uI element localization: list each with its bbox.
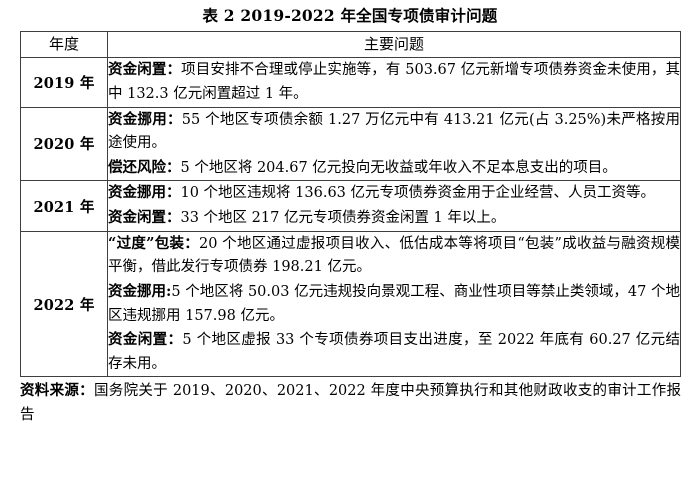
table-row: 2022 年 “过度”包装：20 个地区通过虚报项目收入、低估成本等将项目“包装… (20, 230, 681, 378)
issue-content: 资金闲置：项目安排不合理或停止实施等，有 503.67 亿元新增专项债券资金未使… (107, 57, 681, 108)
source-label: 资料来源： (20, 382, 94, 400)
issue-body-text: 5 个地区将 50.03 亿元违规投向景观工程、商业性项目等禁止类领域，47 个… (108, 283, 681, 324)
issue-lead-label: 资金挪用： (108, 184, 181, 202)
table-caption: 表 2 2019-2022 年全国专项债审计问题 (202, 6, 498, 25)
issue-body-text: 5 个地区将 204.67 亿元投向无收益或年收入不足本息支出的项目。 (180, 159, 617, 176)
issue-lead-label: 资金挪用： (108, 110, 182, 128)
source-text: 国务院关于 2019、2020、2021、2022 年度中央预算执行和其他财政收… (20, 383, 682, 423)
issue-paragraph: 资金闲置：33 个地区 217 亿元专项债券资金闲置 1 年以上。 (108, 206, 680, 231)
issue-paragraph: 偿还风险：5 个地区将 204.67 亿元投向无收益或年收入不足本息支出的项目。 (108, 156, 680, 181)
year-label: 2022 年 (20, 230, 108, 378)
year-label: 2019 年 (20, 57, 108, 108)
column-header-issue: 主要问题 (107, 31, 681, 59)
issue-paragraph: 资金挪用:5 个地区将 50.03 亿元违规投向景观工程、商业性项目等禁止类领域… (108, 280, 680, 328)
source-note: 资料来源：国务院关于 2019、2020、2021、2022 年度中央预算执行和… (20, 377, 681, 427)
table-body: 2019 年 资金闲置：项目安排不合理或停止实施等，有 503.67 亿元新增专… (20, 57, 681, 378)
column-header-year: 年度 (20, 31, 108, 59)
issue-paragraph: 资金挪用：10 个地区违规将 136.63 亿元专项债券资金用于企业经营、人员工… (108, 181, 680, 206)
table-row: 2021 年 资金挪用：10 个地区违规将 136.63 亿元专项债券资金用于企… (20, 180, 681, 232)
issue-lead-label: 资金闲置： (108, 61, 182, 79)
issue-paragraph: 资金闲置：项目安排不合理或停止实施等，有 503.67 亿元新增专项债券资金未使… (108, 58, 680, 106)
table-header-row: 年度 主要问题 (20, 31, 681, 59)
year-label: 2021 年 (20, 180, 108, 232)
issue-paragraph: 资金挪用：55 个地区专项债余额 1.27 万亿元中有 413.21 亿元(占 … (108, 108, 680, 156)
issue-content: 资金挪用：55 个地区专项债余额 1.27 万亿元中有 413.21 亿元(占 … (107, 106, 681, 182)
issue-body-text: 33 个地区 217 亿元专项债券资金闲置 1 年以上。 (180, 210, 506, 226)
issue-body-text: 55 个地区专项债余额 1.27 万亿元中有 413.21 亿元(占 3.25%… (108, 111, 680, 152)
table-row: 2020 年 资金挪用：55 个地区专项债余额 1.27 万亿元中有 413.2… (20, 106, 681, 182)
issue-lead-label: 偿还风险： (108, 158, 181, 176)
issue-content: “过度”包装：20 个地区通过虚报项目收入、低估成本等将项目“包装”成收益与融资… (107, 230, 681, 378)
issue-lead-label: 资金挪用: (108, 282, 172, 300)
issue-paragraph: “过度”包装：20 个地区通过虚报项目收入、低估成本等将项目“包装”成收益与融资… (108, 232, 680, 280)
year-label: 2020 年 (20, 106, 108, 182)
issue-body-text: 10 个地区违规将 136.63 亿元专项债券资金用于企业经营、人员工资等。 (180, 185, 656, 202)
issue-lead-label: 资金闲置： (108, 331, 183, 349)
table-header: 年度 主要问题 (20, 31, 681, 59)
issue-body-text: 项目安排不合理或停止实施等，有 503.67 亿元新增专项债券资金未使用，其中 … (108, 62, 681, 102)
issue-body-text: 20 个地区通过虚报项目收入、低估成本等将项目“包装”成收益与融资规模平衡，借此… (108, 235, 680, 276)
issue-content: 资金挪用：10 个地区违规将 136.63 亿元专项债券资金用于企业经营、人员工… (107, 180, 681, 232)
table-row: 2019 年 资金闲置：项目安排不合理或停止实施等，有 503.67 亿元新增专… (20, 57, 681, 108)
issue-lead-label: “过度”包装： (108, 234, 199, 252)
issue-body-text: 5 个地区虚报 33 个专项债券项目支出进度，至 2022 年底有 60.27 … (108, 332, 681, 372)
issue-paragraph: 资金闲置：5 个地区虚报 33 个专项债券项目支出进度，至 2022 年底有 6… (108, 328, 680, 376)
issue-lead-label: 资金闲置： (108, 209, 181, 226)
audit-issues-table: 年度 主要问题 2019 年 资金闲置：项目安排不合理或停止实施等，有 503.… (20, 31, 681, 378)
